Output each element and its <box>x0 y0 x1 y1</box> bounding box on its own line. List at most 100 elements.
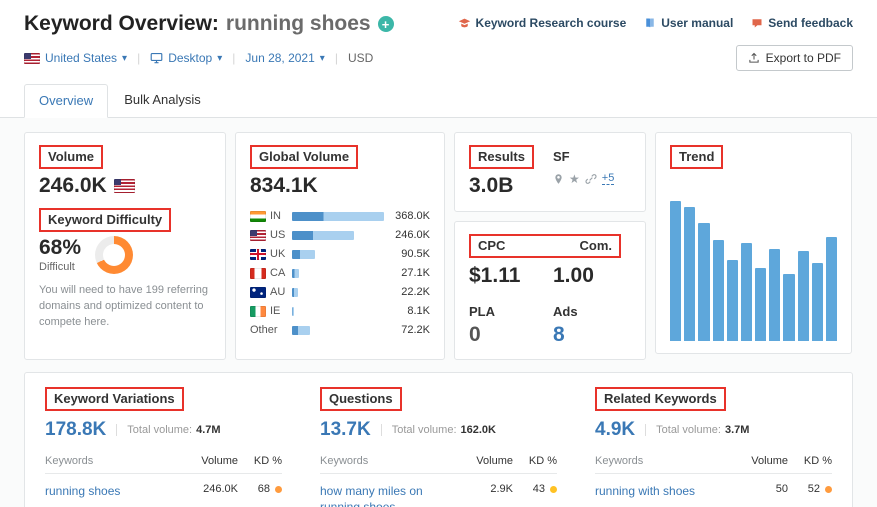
country-volume: 72.2K <box>401 324 430 336</box>
add-keyword-icon[interactable]: + <box>377 16 394 32</box>
page-title: Keyword Overview: running shoes + <box>24 12 394 36</box>
kd-dot <box>825 485 832 493</box>
country-volume: 8.1K <box>407 305 430 317</box>
filter-bar: United States ▾ | Desktop ▾ | Jun 28, 20… <box>24 45 853 71</box>
cpc-com-label: CPC Com. <box>469 234 621 258</box>
main-content: Volume 246.0K Keyword Difficulty 68% Dif… <box>0 118 877 507</box>
global-volume-row: Other 72.2K <box>250 324 430 336</box>
kd-note: Difficult <box>39 261 75 273</box>
date-selector[interactable]: Jun 28, 2021 ▾ <box>245 51 324 65</box>
in-flag-icon <box>250 210 266 222</box>
country-volume: 27.1K <box>401 267 430 279</box>
results-value: 3.0B <box>469 174 514 197</box>
us-flag-icon <box>113 179 135 193</box>
export-to-pdf-button[interactable]: Export to PDF <box>735 45 853 71</box>
global-volume-label: Global Volume <box>250 145 359 169</box>
volume-bar <box>292 211 384 221</box>
page-title-keyword: running shoes <box>225 12 371 35</box>
ads-value[interactable]: 8 <box>553 323 565 346</box>
page-title-prefix: Keyword Overview: <box>24 12 219 35</box>
trend-bar <box>698 223 710 341</box>
keyword-link[interactable]: running with shoes <box>595 484 696 498</box>
col-kd: KD % <box>253 455 282 467</box>
sf-more-link[interactable]: +5 <box>601 172 615 185</box>
country-volume: 90.5K <box>401 248 430 260</box>
trend-bar <box>712 240 724 341</box>
send-feedback-link[interactable]: Send feedback <box>751 16 853 30</box>
keyword-variations-section: Keyword Variations 178.8K Total volume: 4… <box>45 387 282 507</box>
trend-label: Trend <box>670 145 724 169</box>
chevron-down-icon: ▾ <box>217 52 223 64</box>
kd-value: 68% <box>39 236 82 259</box>
global-volume-value: 834.1K <box>250 174 318 197</box>
au-flag-icon <box>250 286 266 298</box>
chevron-down-icon: ▾ <box>122 52 128 64</box>
date-label: Jun 28, 2021 <box>245 51 315 65</box>
ca-flag-icon <box>250 267 266 279</box>
volume-bar <box>292 306 295 316</box>
feedback-icon <box>751 17 763 29</box>
volume-bar <box>292 230 354 240</box>
chevron-down-icon: ▾ <box>319 52 325 64</box>
trend-bar <box>783 273 795 341</box>
trend-bar <box>740 243 753 341</box>
trend-bar <box>684 206 696 341</box>
table-row: running with shoes 50 52 <box>595 474 832 507</box>
keyword-difficulty-label: Keyword Difficulty <box>39 208 172 232</box>
currency-label: USD <box>347 51 374 65</box>
global-volume-row: AU 22.2K <box>250 286 430 298</box>
related-count[interactable]: 4.9K <box>595 419 636 440</box>
kd-dot <box>550 485 557 493</box>
pla-value: 0 <box>469 323 481 346</box>
questions-count[interactable]: 13.7K <box>320 419 371 440</box>
volume-card: Volume 246.0K Keyword Difficulty 68% Dif… <box>24 132 226 360</box>
com-value: 1.00 <box>553 264 594 287</box>
country-volume: 368.0K <box>395 210 430 222</box>
trend-bar <box>726 259 738 341</box>
pla-label: PLA <box>469 304 495 319</box>
global-volume-card: Global Volume 834.1K IN 368.0K US 246.0K… <box>235 132 445 360</box>
export-label: Export to PDF <box>765 51 841 65</box>
keyword-link[interactable]: running shoes <box>45 484 121 498</box>
divider: | <box>137 51 141 65</box>
keyword-research-course-link[interactable]: Keyword Research course <box>458 16 626 30</box>
related-keywords-label: Related Keywords <box>595 387 726 411</box>
country-volume: 22.2K <box>401 286 430 298</box>
results-label: Results <box>469 145 534 169</box>
map-pin-icon <box>553 173 564 185</box>
volume-bar <box>292 325 311 335</box>
country-code: UK <box>270 248 286 260</box>
user-manual-link[interactable]: User manual <box>644 16 733 30</box>
col-volume: Volume <box>751 455 788 467</box>
country-selector[interactable]: United States ▾ <box>24 51 127 65</box>
link-label: User manual <box>661 16 734 30</box>
us-flag-icon <box>24 52 40 64</box>
total-volume-value: 3.7M <box>724 424 750 436</box>
table-header: Keywords Volume KD % <box>595 445 832 474</box>
country-code: CA <box>270 267 286 279</box>
total-volume-value: 4.7M <box>196 424 221 436</box>
total-volume-label: Total volume: <box>391 424 457 436</box>
trend-card: Trend <box>655 132 852 354</box>
col-volume: Volume <box>201 455 238 467</box>
questions-section: Questions 13.7K Total volume: 162.0K Keyw… <box>320 387 557 507</box>
questions-label: Questions <box>320 387 402 411</box>
device-label: Desktop <box>168 51 213 65</box>
tab-bulk-analysis[interactable]: Bulk Analysis <box>124 92 201 107</box>
country-code: IN <box>270 210 281 222</box>
link-label: Send feedback <box>768 16 853 30</box>
device-selector[interactable]: Desktop ▾ <box>150 51 222 65</box>
trend-bar <box>797 251 809 341</box>
table-row: running shoes 246.0K 68 <box>45 474 282 507</box>
kd-donut <box>95 236 134 274</box>
cpc-value: $1.11 <box>469 264 521 287</box>
keyword-link[interactable]: how many miles on running shoes <box>320 484 423 507</box>
col-keywords: Keywords <box>320 455 369 467</box>
volume-bar <box>292 249 315 259</box>
tab-overview[interactable]: Overview <box>24 84 109 118</box>
total-volume-label: Total volume: <box>656 424 721 436</box>
results-card: Results 3.0B SF ★ + <box>454 132 646 212</box>
volume-cell: 246.0K <box>203 483 238 495</box>
divider: | <box>334 51 338 65</box>
variations-count[interactable]: 178.8K <box>45 419 107 440</box>
